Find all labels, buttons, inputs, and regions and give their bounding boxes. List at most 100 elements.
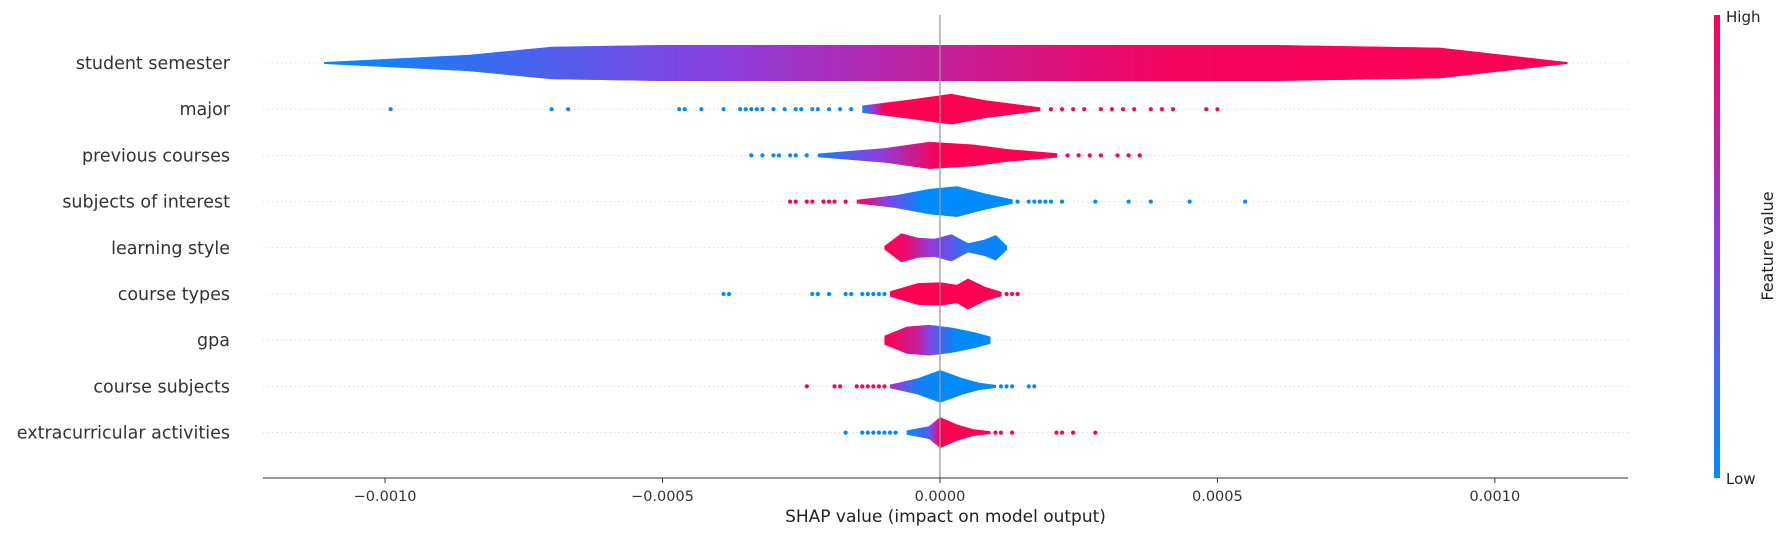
violin-slice — [953, 186, 955, 217]
violin-slice — [777, 45, 779, 81]
violin-slice — [845, 151, 848, 160]
violin-slice — [1304, 45, 1307, 81]
violin-slice — [364, 60, 366, 66]
violin-slice — [1233, 45, 1236, 81]
violin-slice — [946, 372, 949, 400]
outlier-point — [1109, 107, 1115, 112]
violin-slice — [937, 325, 939, 355]
violin-slice — [1199, 45, 1202, 81]
violin-slice — [977, 145, 980, 166]
violin-slice — [914, 378, 917, 394]
violin-slice — [910, 379, 913, 394]
violin-slice — [924, 142, 927, 169]
violin-slice — [858, 199, 861, 204]
violin-slice — [395, 58, 397, 68]
violin-slice — [1016, 104, 1019, 114]
outlier-point — [1065, 153, 1070, 158]
violin-slice — [705, 45, 707, 81]
violin-slice — [949, 327, 951, 353]
violin-slice — [1044, 45, 1047, 81]
violin-slice — [535, 48, 537, 78]
violin-slice — [1353, 46, 1356, 80]
violin-slice — [1011, 199, 1013, 204]
violin-slice — [527, 49, 529, 77]
violin-slice — [867, 45, 869, 81]
violin-slice — [1005, 245, 1008, 251]
violin-slice — [374, 59, 376, 67]
violin-slice — [1163, 45, 1166, 81]
violin-slice — [979, 240, 982, 256]
violin-slice — [1219, 45, 1222, 81]
violin-slice — [1311, 45, 1314, 81]
violin-slice — [788, 45, 790, 81]
violin-slice — [869, 198, 872, 205]
violin-slice — [1307, 45, 1310, 81]
violin-slice — [954, 375, 957, 398]
violin-slice — [726, 45, 728, 81]
violin-slice — [1457, 49, 1460, 77]
violin-slice — [1386, 46, 1389, 80]
violin-slice — [458, 55, 460, 71]
violin-slice — [376, 59, 378, 67]
violin-slice — [1418, 47, 1421, 79]
violin-slice — [1268, 45, 1271, 81]
violin-slice — [883, 45, 885, 81]
outlier-point — [882, 384, 887, 389]
violin-slice — [848, 45, 850, 81]
violin-slice — [823, 153, 826, 158]
violin-slice — [1283, 45, 1286, 81]
violin-slice — [1354, 46, 1357, 80]
violin-slice — [1372, 46, 1375, 80]
violin-slice — [955, 45, 957, 81]
violin-slice — [942, 236, 944, 259]
violin-slice — [906, 380, 909, 393]
violin-slice — [366, 59, 368, 67]
violin-slice — [905, 45, 907, 81]
violin-slice — [1509, 55, 1512, 71]
violin-slice — [1556, 61, 1559, 65]
violin-slice — [941, 142, 944, 169]
violin-slice — [998, 291, 1001, 297]
violin-slice — [1195, 45, 1198, 81]
violin-slice — [932, 188, 935, 215]
violin-slice — [1055, 45, 1058, 81]
violin-slice — [984, 383, 987, 390]
violin-slice — [572, 46, 574, 80]
violin-slice — [457, 55, 459, 71]
violin-slice — [947, 327, 949, 354]
violin-slice — [348, 60, 350, 66]
violin-slice — [1555, 60, 1558, 66]
violin-slice — [1038, 107, 1041, 112]
violin-slice — [1339, 46, 1342, 80]
violin-slice — [648, 45, 650, 81]
violin-slice — [1014, 104, 1017, 115]
violin-slice — [914, 326, 916, 355]
violin-slice — [486, 53, 488, 73]
violin-slice — [885, 45, 887, 81]
violin-slice — [903, 193, 906, 210]
violin-slice — [885, 196, 888, 207]
violin-slice — [996, 101, 999, 117]
violin-slice — [1032, 45, 1035, 81]
violin-slice — [1300, 45, 1303, 81]
violin-slice — [1039, 151, 1042, 159]
violin-slice — [935, 96, 937, 123]
violin-slice — [974, 241, 977, 254]
x-tick-label: 0.0000 — [915, 489, 966, 505]
violin-slice — [512, 50, 514, 76]
violin-slice — [953, 284, 955, 304]
violin-slice — [991, 101, 994, 118]
outlier-point — [876, 384, 882, 389]
violin-slice — [978, 333, 981, 347]
violin-slice — [504, 51, 506, 75]
violin-slice — [1349, 46, 1352, 80]
violin-slice — [551, 46, 553, 80]
violin-slice — [898, 194, 901, 209]
violin-slice — [974, 282, 977, 306]
violin-slice — [1547, 60, 1550, 66]
violin-slice — [911, 236, 913, 260]
violin-slice — [715, 45, 717, 81]
violin-slice — [975, 241, 978, 255]
violin-slice — [1488, 53, 1491, 73]
